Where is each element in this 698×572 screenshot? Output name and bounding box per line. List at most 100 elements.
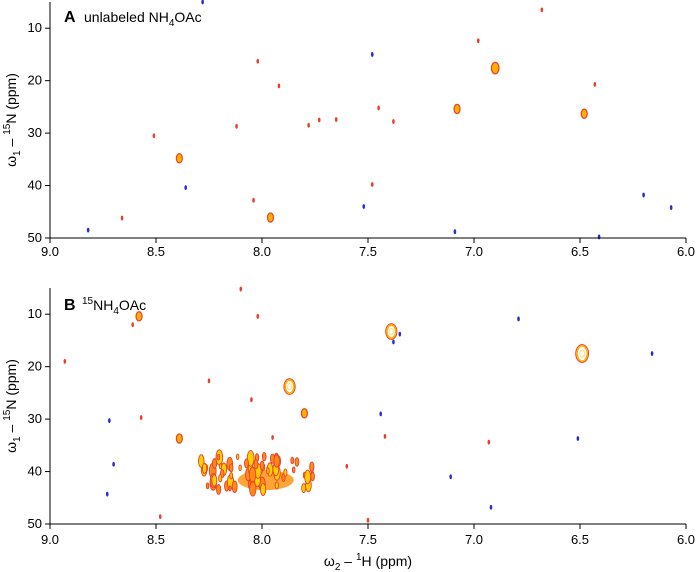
- negative-peak: [105, 491, 109, 497]
- peak: [271, 435, 274, 440]
- cluster-peak: [229, 472, 234, 480]
- negative-peak: [108, 418, 111, 424]
- peak: [383, 434, 387, 439]
- peak: [252, 197, 255, 203]
- cluster-peak: [228, 463, 234, 473]
- x-tick-label: 9.0: [41, 532, 59, 547]
- peak: [487, 439, 491, 445]
- cluster-peak: [261, 451, 267, 462]
- cluster-peak: [211, 458, 218, 469]
- x-tick-label: 8.5: [147, 532, 165, 547]
- panel-b-y-ticks: 10 20 30 40 50: [28, 306, 50, 531]
- peak: [317, 117, 321, 123]
- panel-a-y-axis-title: ω1 – 15N (ppm): [2, 73, 23, 167]
- panel-b-peaks: [63, 286, 654, 523]
- negative-peak: [184, 185, 187, 191]
- y-tick-label: 30: [28, 411, 42, 426]
- negative-peak: [392, 339, 395, 345]
- peak: [266, 212, 275, 223]
- peak: [307, 122, 310, 128]
- cluster-peak: [238, 464, 242, 472]
- y-tick-label: 50: [28, 516, 42, 531]
- x-tick-label: 8.0: [253, 244, 271, 259]
- y-tick-label: 10: [28, 20, 42, 35]
- panel-b-crowded-region: [198, 449, 315, 497]
- x-tick-label: 7.0: [465, 532, 483, 547]
- negative-peak: [597, 234, 601, 240]
- cluster-peak: [291, 466, 296, 474]
- cluster-peak: [218, 474, 223, 483]
- peak: [580, 108, 588, 119]
- cluster-peak: [228, 485, 232, 492]
- peak: [175, 433, 183, 444]
- peak: [300, 408, 308, 419]
- negative-peak: [453, 229, 457, 235]
- cluster-peak: [216, 453, 221, 461]
- peak: [63, 359, 67, 364]
- y-tick-label: 10: [28, 306, 42, 321]
- panel-a-title: unlabeled NH4OAc: [84, 9, 202, 29]
- peak: [575, 344, 590, 363]
- peak: [135, 311, 143, 322]
- y-tick-label: 20: [28, 73, 42, 88]
- cluster-peak: [290, 456, 295, 465]
- cluster-peak: [235, 453, 240, 460]
- negative-peak: [449, 474, 452, 480]
- peak: [490, 61, 500, 75]
- peak: [239, 286, 243, 292]
- cluster-peak: [301, 483, 307, 494]
- cluster-peak: [310, 471, 315, 482]
- x-tick-label: 8.0: [253, 532, 271, 547]
- peak: [453, 103, 461, 115]
- peak: [131, 322, 134, 328]
- peak: [235, 123, 238, 129]
- y-tick-label: 40: [28, 178, 42, 193]
- negative-peak: [576, 436, 580, 441]
- cluster-peak: [246, 450, 255, 467]
- peak: [345, 463, 349, 469]
- peak: [366, 517, 370, 523]
- negative-peak: [642, 192, 645, 198]
- peak: [370, 182, 374, 187]
- x-tick-label: 7.5: [359, 532, 377, 547]
- peak: [593, 81, 597, 87]
- cluster-peak: [266, 467, 270, 475]
- y-tick-label: 20: [28, 359, 42, 374]
- cluster-peak: [309, 461, 315, 473]
- cluster-peak: [253, 459, 259, 470]
- peak: [385, 323, 398, 340]
- negative-peak: [362, 204, 366, 209]
- panel-a-peaks: [86, 0, 673, 240]
- panel-b-title: 15NH4OAc: [82, 296, 146, 317]
- negative-peak: [201, 0, 204, 5]
- peak: [334, 117, 338, 122]
- cluster-peak: [211, 474, 218, 487]
- cluster-peak: [274, 481, 279, 490]
- panel-a-y-ticks: 10 20 30 40 50: [28, 20, 50, 245]
- panel-a: A unlabeled NH4OAc 9.0 8.5 8.0 7.5 7.0 6.5 6.0…: [2, 0, 695, 259]
- negative-peak: [669, 205, 673, 210]
- peak: [256, 313, 260, 319]
- cluster-peak: [273, 454, 280, 468]
- cluster-peak: [205, 482, 210, 490]
- x-tick-label: 8.5: [147, 244, 165, 259]
- peak: [540, 7, 544, 13]
- negative-peak: [379, 411, 383, 417]
- peak: [377, 105, 380, 111]
- cluster-peak: [216, 484, 222, 495]
- panel-b-y-axis-title: ω1 – 15N (ppm): [2, 359, 23, 453]
- peak: [392, 119, 395, 124]
- peak: [476, 38, 480, 44]
- peak: [207, 378, 211, 384]
- cluster-peak: [283, 468, 288, 477]
- peak: [283, 378, 296, 395]
- x-tick-label: 7.0: [465, 244, 483, 259]
- negative-peak: [112, 461, 115, 467]
- negative-peak: [517, 316, 520, 322]
- negative-peak: [489, 504, 493, 510]
- panel-b: B 15NH4OAc 9.0 8.5 8.0 7.5 7.0 6.5 6.0 10 20 30 4…: [2, 286, 695, 572]
- peak: [139, 415, 143, 420]
- cluster-peak: [201, 462, 208, 474]
- cluster-peak: [260, 483, 267, 496]
- peak: [250, 397, 253, 403]
